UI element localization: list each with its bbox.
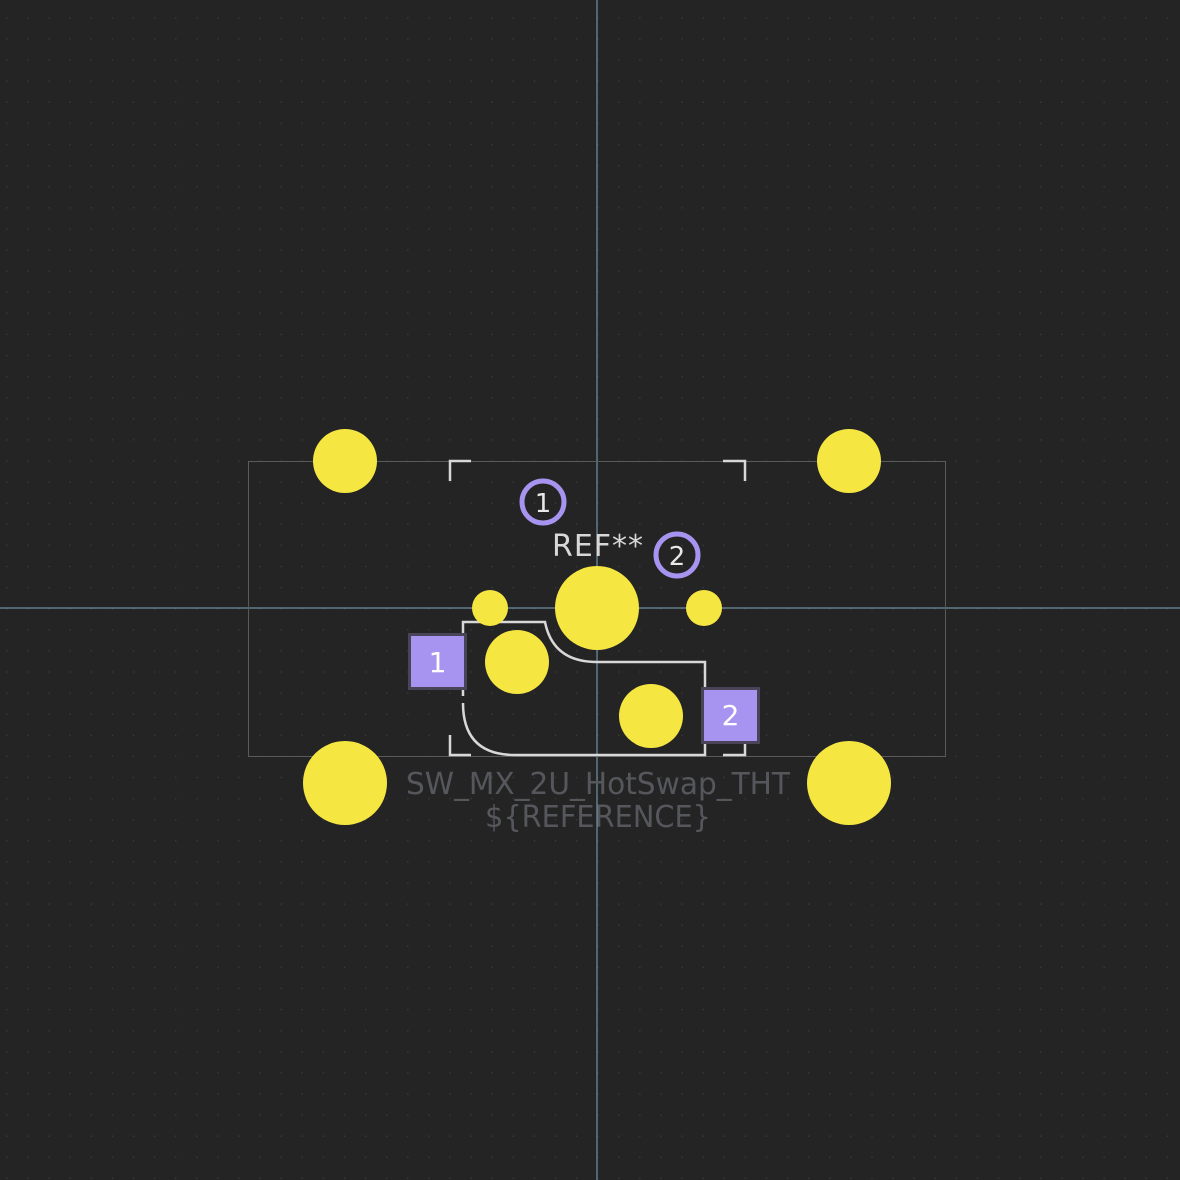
hotswap-hole-2 [619, 684, 683, 748]
footprint-reference[interactable]: REF** [552, 529, 644, 564]
stabilizer-hole-bottom-right [807, 741, 891, 825]
footprint-value[interactable]: SW_MX_2U_HotSwap_THT [406, 767, 791, 802]
pin-marker-2-number: 2 [669, 542, 686, 572]
pad-1-number: 1 [429, 646, 447, 679]
switch-center-hole [555, 566, 639, 650]
stabilizer-hole-top-left [313, 429, 377, 493]
pad-1[interactable]: 1 [408, 633, 467, 690]
switch-peg-left [472, 590, 508, 626]
pin-marker-1-number: 1 [535, 489, 552, 519]
switch-peg-right [686, 590, 722, 626]
footprint-reference-field[interactable]: ${REFERENCE} [485, 800, 711, 835]
stabilizer-hole-bottom-left [303, 741, 387, 825]
pad-2[interactable]: 2 [701, 687, 760, 744]
hotswap-hole-1 [485, 630, 549, 694]
pad-2-number: 2 [722, 699, 740, 732]
stabilizer-hole-top-right [817, 429, 881, 493]
